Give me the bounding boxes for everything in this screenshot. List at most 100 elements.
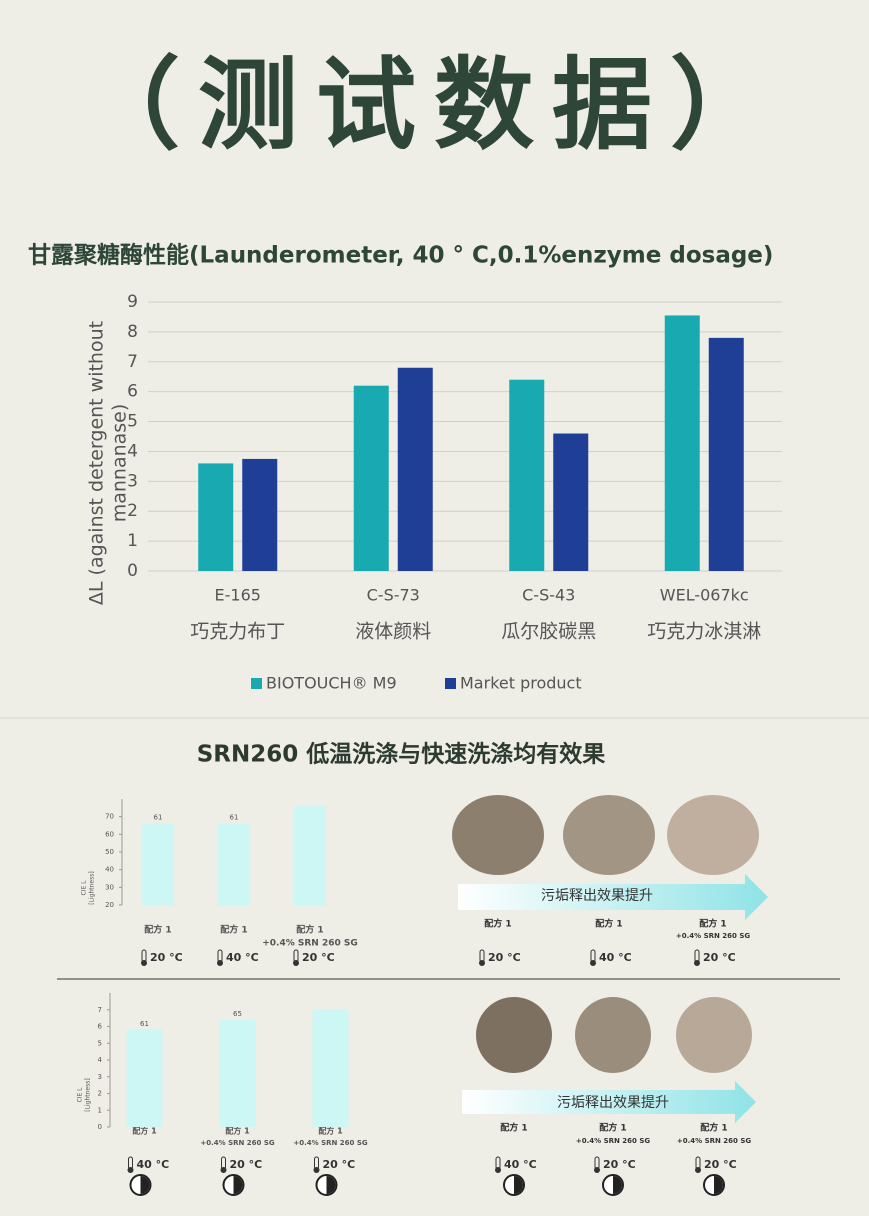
swatch: [476, 997, 552, 1073]
chart-title: 甘露聚糖酶性能(Launderometer, 40 ° C,0.1%enzyme…: [28, 242, 773, 269]
temperature: 20 °C: [323, 1158, 356, 1171]
swatch-label: +0.4% SRN 260 SG: [576, 1137, 651, 1145]
x-tick-label: 巧克力布丁: [190, 621, 285, 643]
thermometer-icon: [479, 960, 485, 966]
legend-label: Market product: [460, 674, 582, 693]
clock-icon: [714, 1176, 723, 1194]
y-axis-label: CIE L: [81, 880, 88, 896]
clock-icon: [613, 1176, 622, 1194]
y-tick-label: 2: [98, 1090, 102, 1098]
bar: [219, 1019, 256, 1127]
temperature: 20 °C: [302, 951, 335, 964]
y-tick-label: 2: [127, 501, 138, 521]
y-tick-label: 6: [98, 1023, 103, 1031]
x-tick-label: E-165: [215, 586, 261, 605]
temperature: 40 °C: [226, 951, 259, 964]
y-axis-label: ΔL (against detergent without: [86, 321, 108, 605]
bar-label: 61: [230, 814, 239, 822]
y-tick-label: 5: [98, 1039, 102, 1047]
y-tick-label: 50: [105, 848, 114, 856]
temperature: 20 °C: [150, 951, 183, 964]
bar: [294, 806, 326, 905]
y-axis-label: [Lightness]: [85, 1078, 92, 1111]
clock-icon: [140, 1176, 150, 1194]
swatch: [452, 795, 544, 875]
bar: [142, 823, 174, 905]
swatch: [563, 795, 655, 875]
swatch: [667, 795, 759, 875]
page-title: （测试数据）: [80, 46, 788, 163]
arrow: [462, 1081, 756, 1123]
swatch-label: +0.4% SRN 260 SG: [676, 932, 751, 940]
thermometer-icon: [293, 960, 299, 966]
bar-label: 61: [154, 814, 163, 822]
legend-swatch: [251, 678, 262, 689]
thermometer-icon: [313, 1167, 320, 1173]
swatch: [676, 997, 752, 1073]
swatch-label: +0.4% SRN 260 SG: [677, 1137, 752, 1145]
y-tick-label: 7: [127, 352, 138, 372]
x-tick-label: 配方 1: [132, 1126, 157, 1136]
x-tick-label: +0.4% SRN 260 SG: [200, 1139, 275, 1147]
swatches: [452, 795, 768, 1123]
temperature: 40 °C: [137, 1158, 170, 1171]
y-tick-label: 6: [127, 382, 138, 402]
y-tick-label: 5: [127, 412, 138, 432]
swatch-label: 配方 1: [599, 1122, 626, 1134]
x-tick-label: 瓜尔胶碳黑: [501, 621, 596, 643]
y-tick-label: 4: [127, 441, 138, 461]
bar: [198, 463, 234, 571]
clock-icon: [326, 1176, 336, 1194]
temperature: 20 °C: [603, 1158, 636, 1171]
temperature: 20 °C: [488, 951, 521, 964]
thermometer-icon: [495, 1167, 501, 1173]
x-tick-label: 配方 1: [296, 924, 323, 936]
y-tick-label: 0: [127, 561, 138, 581]
x-tick-label: 配方 1: [144, 924, 171, 936]
thermometer-icon: [590, 960, 596, 966]
x-tick-label: WEL-067kc: [660, 586, 749, 605]
thermometer-icon: [217, 960, 223, 966]
x-tick-label: 配方 1: [220, 924, 247, 936]
swatch-label: 配方 1: [700, 1122, 727, 1134]
x-tick-label: 液体颜料: [355, 621, 431, 643]
thermometer-icon: [694, 960, 700, 966]
y-tick-label: 3: [127, 471, 138, 491]
clock-icon: [514, 1176, 523, 1194]
y-tick-label: 9: [127, 292, 138, 312]
y-tick-label: 70: [105, 813, 114, 821]
y-tick-label: 0: [98, 1123, 102, 1131]
arrow-text: 污垢释出效果提升: [541, 888, 653, 904]
y-axis-label: mannanase): [109, 404, 131, 523]
x-tick-label: 配方 1: [318, 1126, 343, 1136]
arrow-text: 污垢释出效果提升: [557, 1095, 669, 1111]
y-tick-label: 1: [127, 531, 138, 551]
temperature: 40 °C: [504, 1158, 537, 1171]
thermometer-icon: [220, 1167, 227, 1173]
y-axis-label: [Lightness]: [89, 871, 96, 904]
bar: [312, 1009, 349, 1127]
bar: [708, 337, 744, 571]
swatch: [575, 997, 651, 1073]
temperature: 20 °C: [704, 1158, 737, 1171]
y-tick-label: 8: [127, 322, 138, 342]
bar: [353, 385, 389, 571]
thermometer-icon: [695, 1167, 701, 1173]
swatch-label: 配方 1: [484, 918, 511, 930]
y-axis-label: CIE L: [77, 1087, 84, 1103]
swatch-label: 配方 1: [500, 1122, 527, 1134]
x-tick-label: +0.4% SRN 260 SG: [262, 939, 358, 949]
legend-label: BIOTOUCH® M9: [266, 674, 397, 693]
temperature: 20 °C: [230, 1158, 263, 1171]
y-tick-label: 20: [105, 901, 114, 909]
y-tick-label: 4: [98, 1056, 103, 1064]
arrow: [458, 874, 768, 920]
section-title: SRN260 低温洗涤与快速洗涤均有效果: [197, 741, 606, 768]
y-tick-label: 30: [105, 883, 114, 891]
thermometer-icon: [594, 1167, 600, 1173]
clock-icon: [233, 1176, 243, 1194]
bar: [126, 1029, 163, 1127]
bar-label: 65: [233, 1010, 242, 1018]
x-tick-label: C-S-73: [367, 586, 420, 605]
